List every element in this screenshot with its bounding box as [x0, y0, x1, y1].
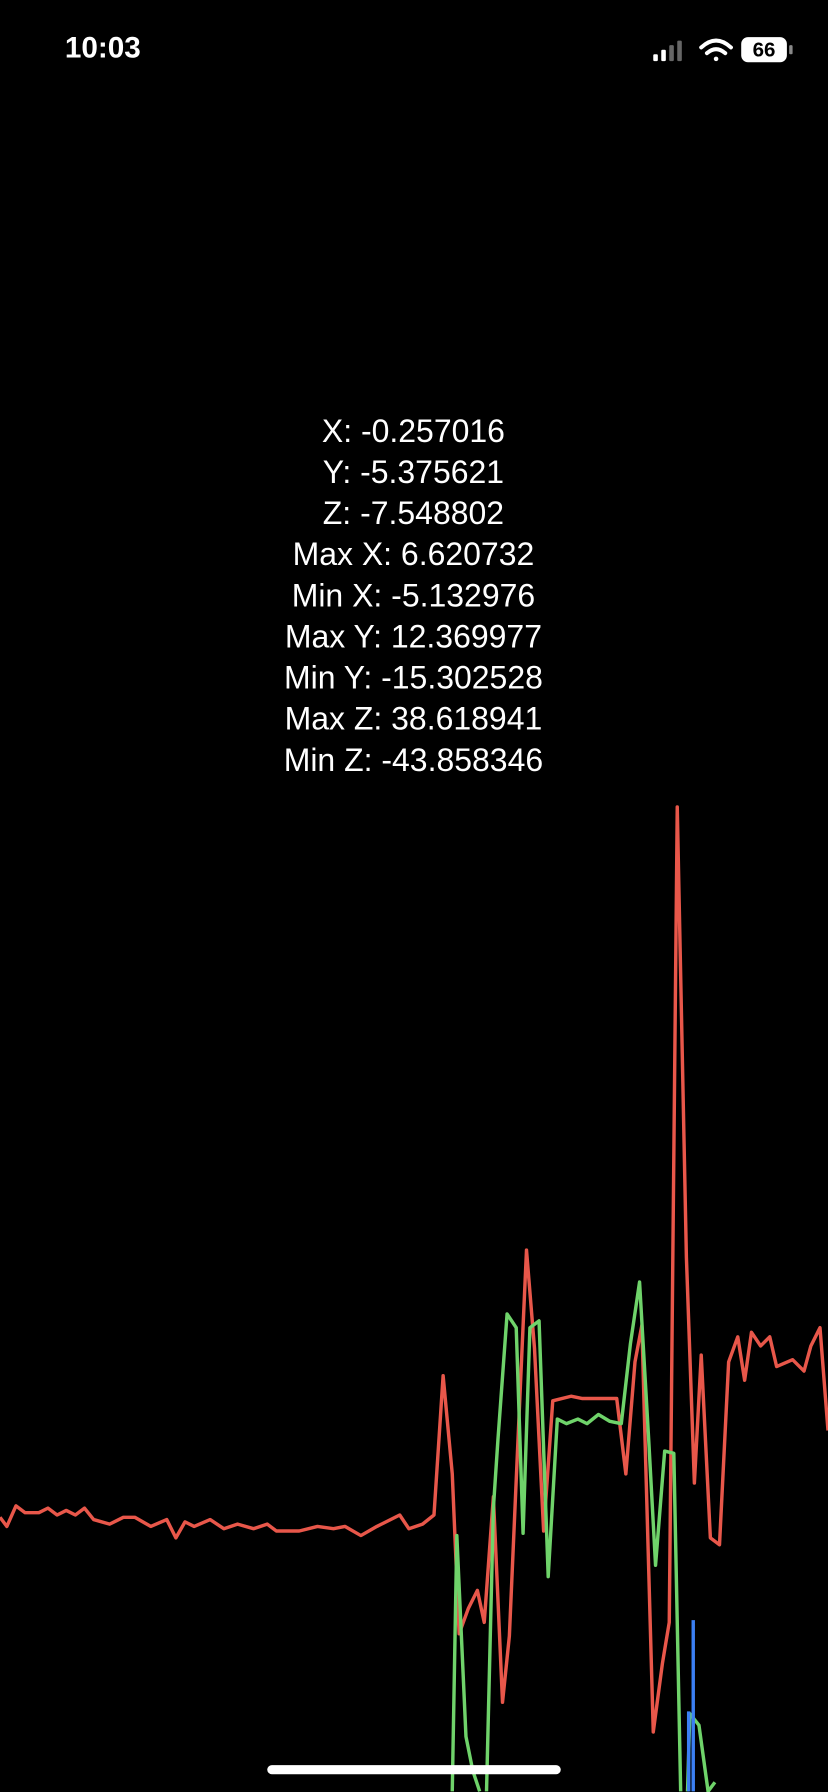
graph-line-y: [450, 1533, 482, 1792]
readout-line: X: -0.257016: [322, 413, 505, 449]
readout-line: Max Z: 38.618941: [285, 701, 543, 737]
home-indicator: [267, 1765, 561, 1775]
readout-line: Max Y: 12.369977: [285, 618, 542, 654]
graph-line-y: [484, 1280, 683, 1792]
readout-line: Min Y: -15.302528: [284, 660, 543, 696]
readout-line: Min Z: -43.858346: [284, 742, 543, 778]
graph-line-x: [0, 805, 828, 1734]
battery-level: 66: [753, 38, 776, 61]
signal-icon: [653, 40, 682, 62]
readout: X: -0.257016 Y: -5.375621 Z: -7.548802 Max …: [284, 413, 543, 778]
readout-line: Min X: -5.132976: [292, 577, 535, 613]
status-time: 10:03: [65, 32, 141, 65]
readout-line: Max X: 6.620732: [293, 536, 535, 572]
readout-line: Z: -7.548802: [323, 495, 504, 531]
readout-line: Y: -5.375621: [323, 454, 504, 490]
wifi-icon: [699, 38, 733, 62]
battery-icon: 66: [741, 37, 793, 63]
